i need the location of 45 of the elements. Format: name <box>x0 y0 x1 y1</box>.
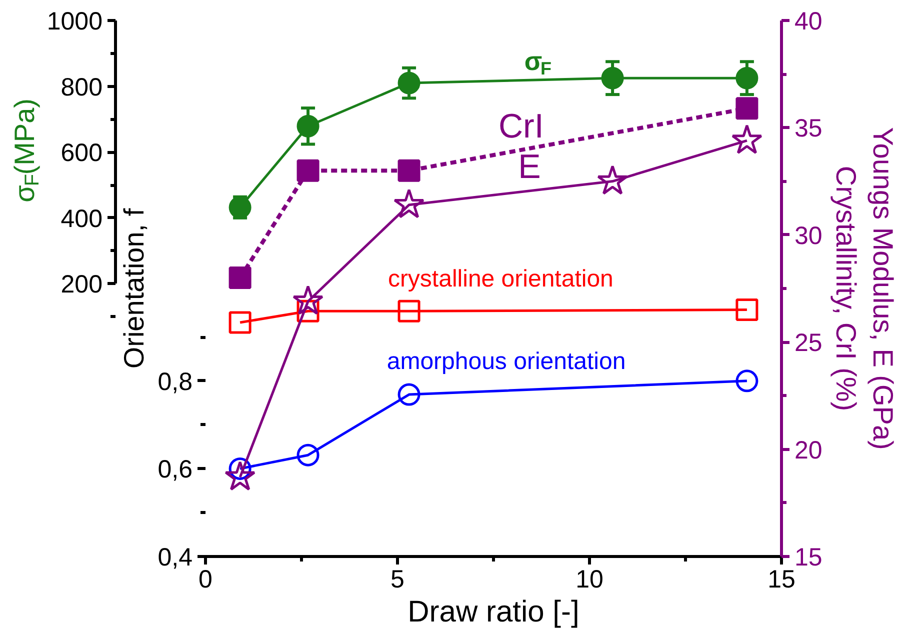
series-label: amorphous orientation <box>386 348 626 376</box>
point <box>398 72 420 94</box>
point <box>736 97 758 120</box>
point <box>228 311 252 334</box>
point <box>296 114 320 138</box>
y-tick-label: 0,4 <box>158 544 193 572</box>
y2-tick-label: 40 <box>794 8 822 36</box>
y2-axis-title: Youngs Modulus, E (GPa) Crystallinity, CrI (%) <box>830 127 899 450</box>
y2-tick-label: 20 <box>794 436 822 464</box>
point <box>224 460 256 491</box>
y3-tick-label: 800 <box>60 73 103 102</box>
point <box>736 66 758 90</box>
y3-tick-label: 600 <box>60 139 103 168</box>
y-axis-title: Orientation, f <box>118 208 150 369</box>
series-label: crystalline orientation <box>388 266 614 293</box>
point <box>736 298 758 322</box>
point <box>597 165 628 195</box>
y3-tick-label: 400 <box>60 204 103 233</box>
x-axis-title: Draw ratio [-] <box>408 596 580 628</box>
x-tick-label: 5 <box>390 566 404 594</box>
y2-tick-label: 35 <box>794 114 822 143</box>
y3-tick-label: 200 <box>60 270 103 299</box>
x-tick-label: 15 <box>768 566 796 594</box>
x-tick-label: 10 <box>576 566 604 594</box>
point <box>731 124 762 154</box>
point <box>398 159 420 182</box>
y3-axis-title: σF(MPa) <box>9 98 44 202</box>
series-label: E <box>518 148 541 186</box>
y2-tick-label: 30 <box>794 222 822 250</box>
point <box>292 285 324 315</box>
point <box>601 66 624 90</box>
x-tick-label: 0 <box>198 566 212 594</box>
y2-tick-label: 25 <box>794 329 822 358</box>
y3-tick-label: 1000 <box>46 8 103 36</box>
point <box>228 266 252 290</box>
y2-tick-label: 15 <box>794 544 822 572</box>
point <box>296 444 320 466</box>
point <box>736 370 758 392</box>
point <box>398 300 420 322</box>
y-tick-label: 0,8 <box>158 368 193 396</box>
point <box>398 383 420 406</box>
point <box>394 188 425 218</box>
point <box>296 159 320 182</box>
series-label: CrI <box>498 108 544 146</box>
y-tick-label: 0,6 <box>158 456 193 484</box>
